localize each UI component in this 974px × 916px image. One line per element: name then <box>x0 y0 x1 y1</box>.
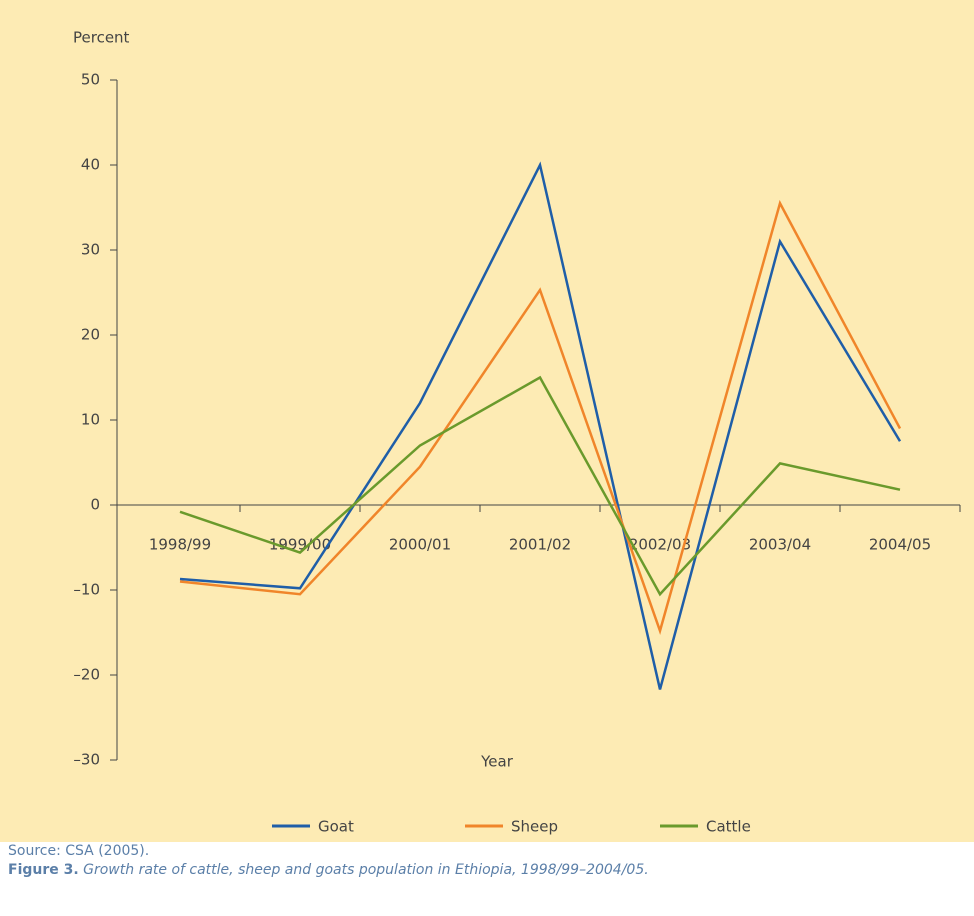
x-tick-label: 2000/01 <box>389 536 451 554</box>
x-axis-label: Year <box>480 753 514 771</box>
legend-label: Cattle <box>706 818 751 836</box>
y-tick-label: 40 <box>81 156 100 174</box>
y-tick-label: –10 <box>73 581 100 599</box>
x-tick-label: 2001/02 <box>509 536 571 554</box>
x-tick-label: 1998/99 <box>149 536 211 554</box>
y-tick-label: 30 <box>81 241 100 259</box>
y-tick-label: –20 <box>73 666 100 684</box>
caption-text: Growth rate of cattle, sheep and goats p… <box>83 862 649 878</box>
chart-background <box>0 0 974 842</box>
series-line <box>179 199 902 635</box>
legend-label: Goat <box>318 818 354 836</box>
source: Source: CSA (2005). <box>8 843 149 859</box>
caption: Figure 3. Growth rate of cattle, sheep a… <box>8 862 649 878</box>
legend-label: Sheep <box>511 818 558 836</box>
y-tick-label: 20 <box>81 326 100 344</box>
y-tick-label: 0 <box>90 496 100 514</box>
series-line <box>179 375 901 597</box>
y-tick-label: 50 <box>81 71 100 89</box>
x-tick-label: 2003/04 <box>749 536 811 554</box>
y-tick-label: –30 <box>73 751 100 769</box>
caption-label: Figure 3. <box>8 862 79 878</box>
series-line <box>179 161 902 690</box>
y-tick-label: 10 <box>81 411 100 429</box>
x-tick-label: 2004/05 <box>869 536 931 554</box>
x-tick-label: 2002/03 <box>629 536 691 554</box>
y-axis-label: Percent <box>73 29 130 47</box>
